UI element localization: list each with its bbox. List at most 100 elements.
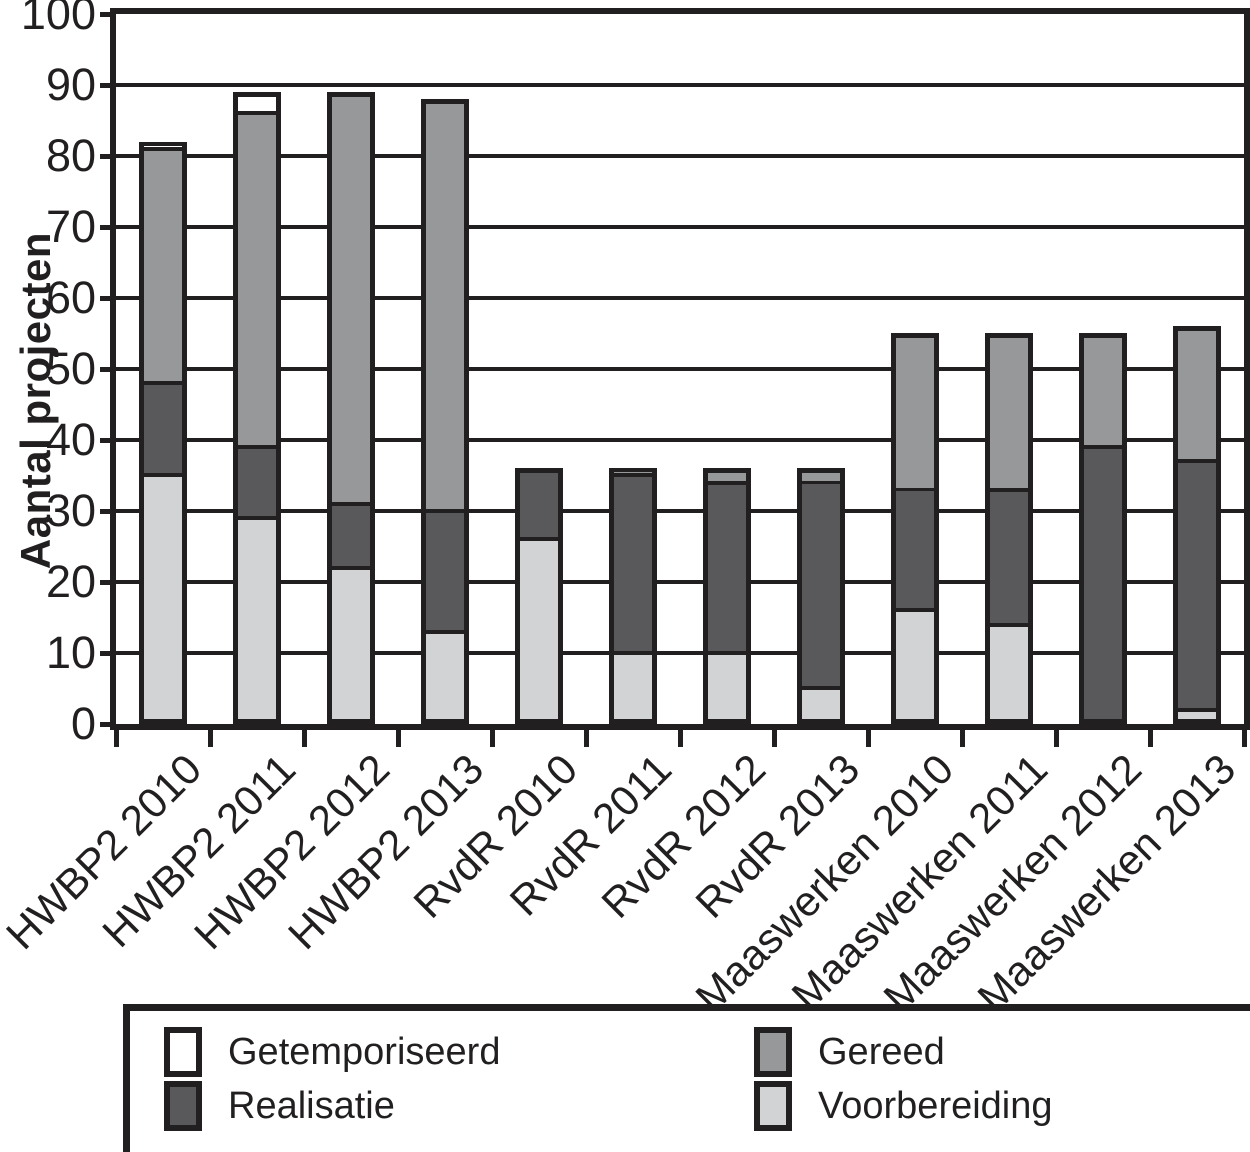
voorbereiding-swatch-icon: [754, 1081, 792, 1131]
bar-segment-gereed: [802, 473, 840, 481]
legend-label: Realisatie: [228, 1084, 395, 1127]
y-axis-tick: [100, 296, 116, 301]
gridline: [116, 83, 1244, 87]
legend-item-voorbereiding: Voorbereiding: [754, 1081, 1250, 1131]
bar-segment-voorbereiding: [708, 655, 746, 719]
bar-segment-realisatie: [144, 385, 182, 473]
bar-segment-gereed: [614, 472, 652, 473]
legend-label: Gereed: [818, 1030, 945, 1073]
gridline: [116, 580, 1244, 584]
y-tick-label: 20: [45, 556, 96, 607]
x-axis-tick: [678, 730, 683, 747]
y-axis-tick: [100, 580, 116, 585]
bar-hwbp2-2013: [421, 99, 469, 724]
bar-segment-gereed: [896, 338, 934, 488]
bar-segment-voorbereiding: [614, 655, 652, 719]
y-tick-label: 50: [45, 343, 96, 394]
bar-segment-voorbereiding: [144, 477, 182, 719]
legend-item-getemporiseerd: Getemporiseerd: [164, 1027, 754, 1077]
y-tick-label: 70: [45, 201, 96, 252]
x-axis-tick: [866, 730, 871, 747]
bar-segment-gereed: [1084, 338, 1122, 445]
bar-segment-voorbereiding: [238, 520, 276, 719]
bar-segment-realisatie: [238, 449, 276, 516]
y-axis-tick: [100, 367, 116, 372]
y-axis-tick: [100, 225, 116, 230]
y-tick-label: 40: [45, 414, 96, 465]
y-axis-tick: [100, 83, 116, 88]
bar-segment-gereed: [990, 338, 1028, 488]
bar-rvdr-2011: [609, 468, 657, 724]
bar-segment-voorbereiding: [802, 690, 840, 719]
bar-rvdr-2013: [797, 468, 845, 724]
x-axis-tick: [114, 730, 119, 747]
bar-rvdr-2010: [515, 468, 563, 724]
y-axis-tick: [100, 12, 116, 17]
gridline-layer: [116, 14, 1244, 724]
x-axis-tick: [1148, 730, 1153, 747]
y-tick-label: 80: [45, 130, 96, 181]
bar-maaswerken-2011: [985, 333, 1033, 724]
gridline: [116, 438, 1244, 442]
realisatie-swatch-icon: [164, 1081, 202, 1131]
gridline: [116, 154, 1244, 158]
bar-maaswerken-2010: [891, 333, 939, 724]
bar-rvdr-2012: [703, 468, 751, 724]
bar-hwbp2-2011: [233, 92, 281, 724]
bar-maaswerken-2012: [1079, 333, 1127, 724]
bar-segment-realisatie: [426, 513, 464, 630]
bar-segment-voorbereiding: [990, 627, 1028, 719]
bar-segment-realisatie: [1178, 463, 1216, 708]
bar-segment-gereed: [1178, 331, 1216, 459]
bar-segment-voorbereiding: [520, 541, 558, 719]
y-tick-label: 100: [20, 0, 96, 39]
gereed-swatch-icon: [754, 1027, 792, 1077]
x-axis-tick: [208, 730, 213, 747]
bar-layer: [116, 14, 1244, 724]
x-axis-tick: [1242, 730, 1247, 747]
getemporiseerd-swatch-icon: [164, 1027, 202, 1077]
y-tick-label: 30: [45, 485, 96, 536]
bar-maaswerken-2013: [1173, 326, 1221, 724]
gridline: [116, 225, 1244, 229]
y-axis-tick: [100, 509, 116, 514]
legend-box: Getemporiseerd Gereed Realisatie Voorber…: [123, 1004, 1250, 1152]
x-axis-tick: [960, 730, 965, 747]
y-tick-label: 0: [70, 698, 96, 749]
bar-segment-gereed: [238, 115, 276, 445]
bar-segment-realisatie: [1084, 449, 1122, 719]
gridline: [116, 509, 1244, 513]
bar-hwbp2-2010: [139, 142, 187, 724]
bar-segment-realisatie: [990, 492, 1028, 623]
x-axis-tick: [490, 730, 495, 747]
bar-segment-gereed: [332, 97, 370, 502]
gridline: [116, 296, 1244, 300]
bar-hwbp2-2012: [327, 92, 375, 724]
y-axis-tick: [100, 722, 116, 727]
legend-item-realisatie: Realisatie: [164, 1081, 754, 1131]
y-axis-tick: [100, 438, 116, 443]
y-tick-label: 90: [45, 59, 96, 110]
x-axis-tick: [396, 730, 401, 747]
y-axis-tick: [100, 154, 116, 159]
bar-segment-realisatie: [332, 506, 370, 566]
legend-item-gereed: Gereed: [754, 1027, 1250, 1077]
bar-segment-realisatie: [896, 491, 934, 608]
bar-segment-realisatie: [802, 484, 840, 686]
y-axis-tick: [100, 651, 116, 656]
bar-segment-realisatie: [614, 477, 652, 651]
bar-segment-voorbereiding: [1178, 712, 1216, 719]
gridline: [116, 651, 1244, 655]
bar-segment-gereed: [144, 151, 182, 381]
bar-segment-voorbereiding: [426, 634, 464, 719]
y-tick-label: 60: [45, 272, 96, 323]
plot-area: [110, 8, 1250, 730]
bar-segment-getemporiseerd: [238, 97, 276, 111]
x-axis-tick: [584, 730, 589, 747]
bar-segment-gereed: [708, 473, 746, 481]
bar-segment-realisatie: [520, 473, 558, 537]
bar-segment-getemporiseerd: [144, 146, 182, 147]
legend-label: Getemporiseerd: [228, 1030, 501, 1073]
x-axis-tick: [302, 730, 307, 747]
